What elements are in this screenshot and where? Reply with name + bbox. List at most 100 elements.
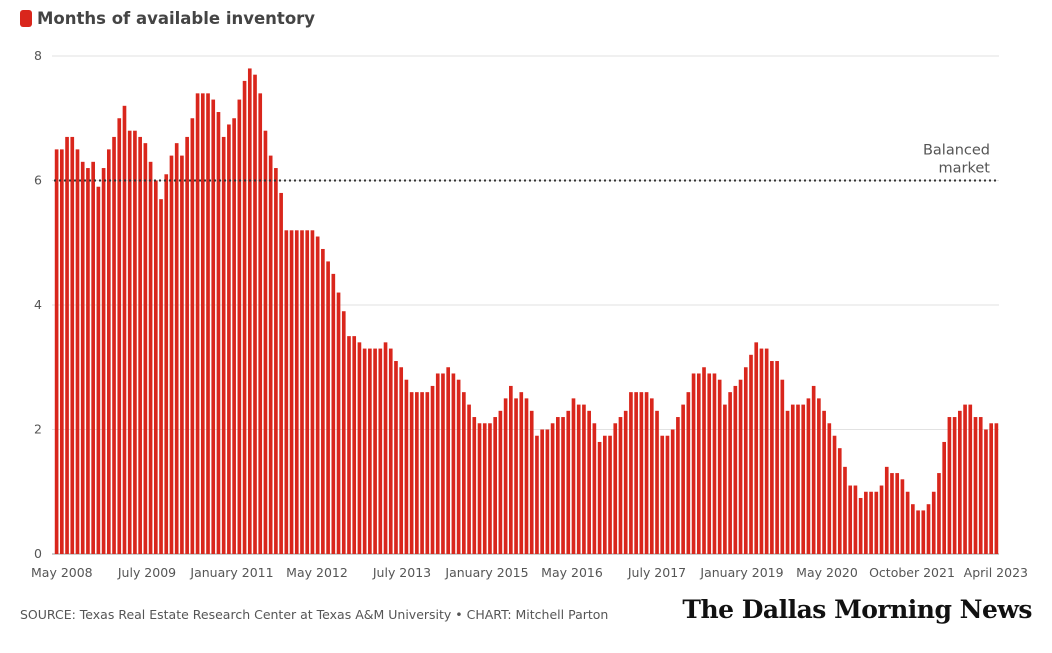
bar: [869, 491, 873, 554]
bar: [639, 392, 644, 554]
bar: [352, 336, 357, 554]
bar-chart: Balanced market 0 2 4 6 8 May 2008 July 2009 Ja…: [31, 48, 1028, 580]
bar: [905, 491, 910, 554]
bar: [331, 273, 336, 554]
bar: [629, 392, 633, 554]
bar: [498, 410, 503, 554]
bar: [153, 180, 158, 554]
y-tick-label: 0: [34, 546, 42, 561]
bar: [221, 136, 226, 555]
bar: [566, 410, 571, 554]
bar: [613, 423, 618, 554]
chart-title: Months of available inventory: [37, 9, 316, 28]
bar: [274, 168, 278, 555]
bar: [195, 93, 200, 554]
y-tick-label: 8: [34, 48, 42, 63]
x-tick-label: July 2009: [117, 565, 176, 580]
bar: [649, 398, 654, 554]
bar: [733, 385, 738, 554]
bar: [952, 417, 957, 554]
bar: [848, 485, 853, 554]
bar: [200, 93, 205, 554]
bar: [174, 143, 179, 554]
bar: [425, 392, 430, 554]
bar: [676, 417, 680, 554]
bar: [858, 497, 863, 554]
bar: [529, 410, 534, 554]
bar: [717, 379, 722, 554]
bar: [994, 423, 999, 554]
bar: [472, 417, 477, 554]
bar: [305, 230, 310, 555]
bar: [916, 510, 920, 554]
bar: [942, 441, 947, 554]
bar: [60, 149, 64, 554]
bar: [65, 136, 69, 555]
bar: [555, 417, 560, 554]
bar: [926, 504, 931, 554]
bars: [54, 68, 999, 555]
bar: [138, 136, 142, 555]
bar: [884, 466, 889, 554]
bar: [362, 348, 367, 554]
bar: [143, 143, 148, 554]
bar: [169, 155, 174, 554]
bar: [253, 74, 257, 555]
bar: [86, 168, 90, 555]
bar: [127, 130, 132, 554]
bar: [180, 155, 184, 554]
bar: [801, 404, 806, 554]
reference-label-line1: Balanced: [923, 143, 990, 159]
bar: [911, 504, 915, 554]
legend-swatch: [20, 10, 32, 27]
bar: [80, 161, 85, 554]
bar: [211, 99, 216, 554]
bar: [587, 410, 591, 554]
bar: [571, 398, 576, 554]
bar: [341, 311, 346, 554]
bar: [70, 136, 75, 555]
bar: [723, 404, 727, 554]
bar: [373, 348, 377, 554]
bar: [618, 417, 623, 554]
y-axis-ticks: 0 2 4 6 8: [34, 48, 42, 561]
x-tick-label: January 2011: [189, 565, 273, 580]
bar: [190, 118, 195, 554]
bar: [832, 435, 837, 554]
bar: [608, 435, 612, 554]
bar: [853, 485, 858, 554]
reference-line-group: Balanced market: [54, 143, 999, 182]
bar: [399, 367, 404, 554]
reference-label-line2: market: [939, 161, 991, 177]
bar: [441, 373, 445, 554]
bar: [806, 398, 811, 554]
bar: [112, 136, 116, 555]
bar: [148, 161, 153, 554]
x-tick-label: July 2013: [372, 565, 431, 580]
bar: [462, 392, 466, 554]
bar: [582, 404, 586, 554]
bar: [686, 392, 691, 554]
bar: [430, 385, 435, 554]
bar: [728, 392, 732, 554]
bar: [336, 292, 341, 554]
bar: [796, 404, 800, 554]
bar: [597, 441, 602, 554]
bar: [289, 230, 294, 555]
bar: [451, 373, 456, 554]
bar: [947, 417, 952, 554]
bar: [206, 93, 210, 554]
bar: [54, 149, 59, 554]
bar: [754, 342, 759, 554]
bar: [958, 410, 962, 554]
bar: [978, 417, 983, 554]
bar: [409, 392, 414, 554]
bar: [117, 118, 122, 554]
x-tick-label: July 2017: [627, 565, 686, 580]
bar: [681, 404, 685, 554]
bar: [294, 230, 299, 555]
bar: [931, 491, 936, 554]
bar: [357, 342, 362, 554]
bar: [242, 80, 247, 555]
bar: [383, 342, 388, 554]
